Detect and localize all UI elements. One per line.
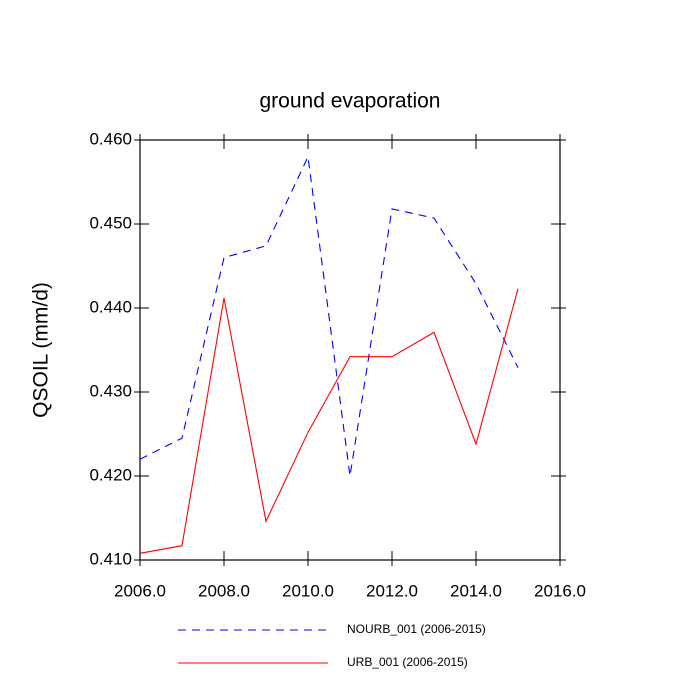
y-tick-label: 0.450 [89,213,132,232]
y-tick-label: 0.420 [89,465,132,484]
plot-frame [139,139,561,561]
x-tick-label: 2006.0 [114,581,166,600]
chart-title: ground evaporation [260,90,441,113]
x-tick-label: 2008.0 [198,581,250,600]
x-tick-label: 2010.0 [282,581,334,600]
series-line [139,154,519,477]
y-tick-label: 0.460 [89,129,132,148]
y-tick-label: 0.430 [89,381,132,400]
x-tick-label: 2014.0 [450,581,502,600]
x-tick-label: 2016.0 [534,581,586,600]
legend-label: NOURB_001 (2006-2015) [347,622,486,636]
x-tick-label: 2012.0 [366,581,418,600]
y-tick-label: 0.410 [89,549,132,568]
y-axis-label: QSOIL (mm/d) [30,282,53,418]
series-line [139,288,519,554]
legend-label: URB_001 (2006-2015) [347,655,468,669]
y-tick-label: 0.440 [89,297,132,316]
